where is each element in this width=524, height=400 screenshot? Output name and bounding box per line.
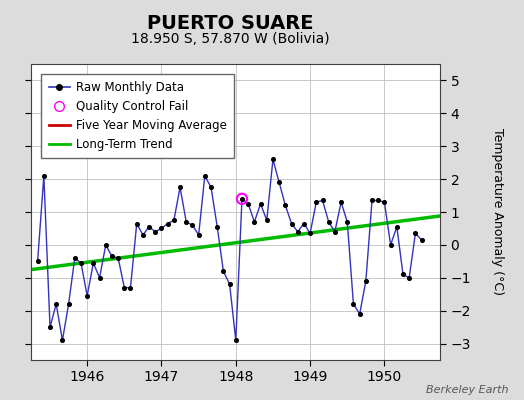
- Point: [392, 224, 401, 230]
- Point: [151, 228, 159, 235]
- Point: [114, 255, 123, 261]
- Point: [250, 219, 258, 225]
- Point: [256, 200, 265, 207]
- Point: [300, 220, 308, 227]
- Point: [163, 220, 172, 227]
- Point: [89, 260, 97, 266]
- Point: [343, 219, 352, 225]
- Point: [337, 199, 345, 205]
- Point: [71, 255, 79, 261]
- Point: [201, 173, 209, 179]
- Point: [263, 217, 271, 224]
- Point: [411, 230, 420, 236]
- Point: [102, 242, 110, 248]
- Point: [83, 293, 91, 299]
- Point: [287, 220, 296, 227]
- Point: [331, 228, 339, 235]
- Point: [232, 337, 240, 344]
- Text: PUERTO SUARE: PUERTO SUARE: [147, 14, 314, 33]
- Point: [40, 173, 48, 179]
- Point: [418, 237, 426, 243]
- Point: [95, 274, 104, 281]
- Point: [368, 197, 376, 204]
- Point: [275, 179, 283, 186]
- Point: [77, 260, 85, 266]
- Point: [312, 199, 321, 205]
- Point: [213, 224, 222, 230]
- Point: [244, 200, 253, 207]
- Point: [139, 232, 147, 238]
- Point: [399, 271, 407, 278]
- Point: [355, 311, 364, 317]
- Point: [238, 196, 246, 202]
- Point: [52, 301, 60, 307]
- Point: [386, 242, 395, 248]
- Point: [362, 278, 370, 284]
- Point: [281, 202, 290, 209]
- Point: [194, 232, 203, 238]
- Point: [46, 324, 54, 330]
- Point: [207, 184, 215, 190]
- Point: [108, 253, 116, 260]
- Point: [405, 274, 413, 281]
- Point: [225, 281, 234, 288]
- Point: [293, 228, 302, 235]
- Point: [170, 217, 178, 224]
- Point: [182, 219, 190, 225]
- Text: Berkeley Earth: Berkeley Earth: [426, 385, 508, 395]
- Point: [157, 225, 166, 232]
- Y-axis label: Temperature Anomaly (°C): Temperature Anomaly (°C): [490, 128, 504, 296]
- Point: [133, 220, 141, 227]
- Legend: Raw Monthly Data, Quality Control Fail, Five Year Moving Average, Long-Term Tren: Raw Monthly Data, Quality Control Fail, …: [41, 74, 234, 158]
- Point: [269, 156, 277, 162]
- Point: [145, 224, 153, 230]
- Point: [176, 184, 184, 190]
- Point: [126, 284, 135, 291]
- Point: [349, 301, 357, 307]
- Point: [64, 301, 73, 307]
- Point: [188, 222, 196, 228]
- Point: [238, 196, 246, 202]
- Point: [219, 268, 227, 274]
- Point: [58, 337, 67, 344]
- Point: [306, 230, 314, 236]
- Point: [34, 258, 42, 264]
- Point: [380, 199, 389, 205]
- Point: [319, 197, 327, 204]
- Point: [324, 219, 333, 225]
- Text: 18.950 S, 57.870 W (Bolivia): 18.950 S, 57.870 W (Bolivia): [131, 32, 330, 46]
- Point: [120, 284, 128, 291]
- Point: [374, 197, 383, 204]
